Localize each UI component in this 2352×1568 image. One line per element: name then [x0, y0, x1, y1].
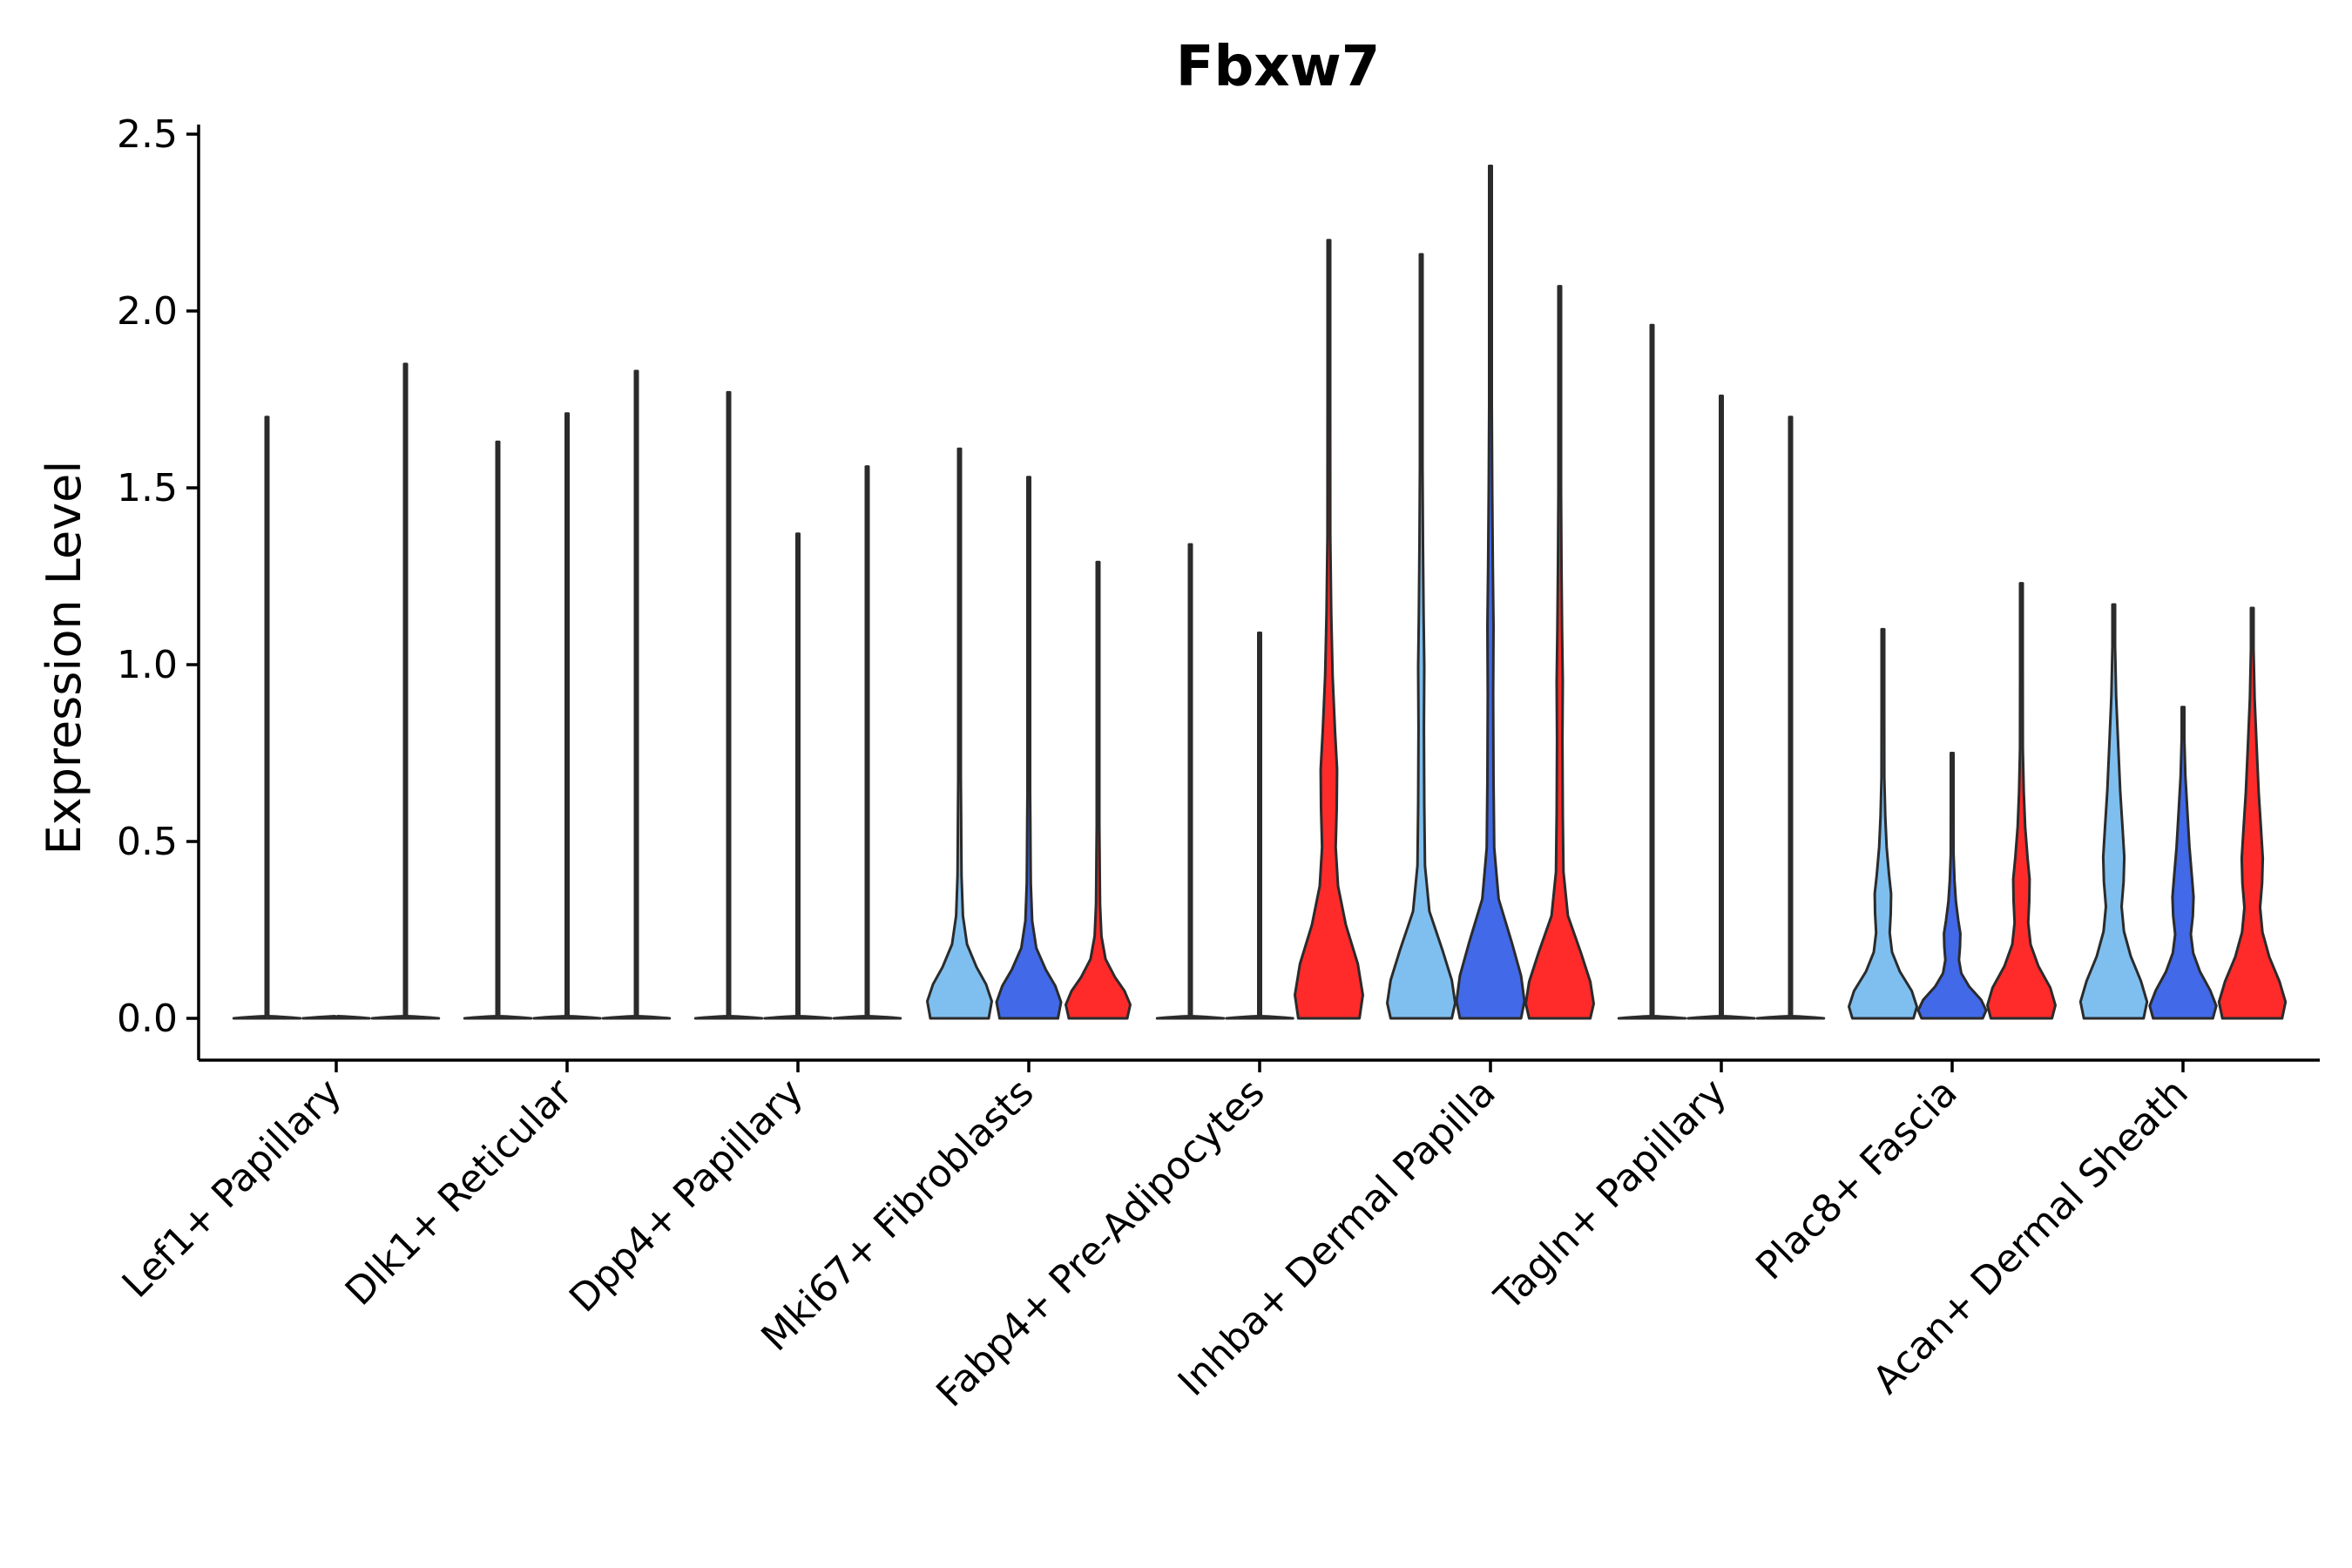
x-tick-label: Lef1+ Papillary [114, 1071, 350, 1307]
y-tick-label: 0.5 [117, 820, 178, 864]
violin-1-2 [301, 1015, 371, 1020]
x-tick-label: Dlk1+ Reticular [337, 1070, 582, 1315]
y-tick-label: 1.0 [117, 643, 178, 687]
x-tick-label: Plac8+ Fascia [1747, 1071, 1966, 1289]
y-axis: 0.0 0.5 1.0 1.5 2.0 2.5 [117, 112, 200, 1060]
violin-2-1 [463, 440, 533, 1020]
violin-7-2 [1686, 394, 1756, 1020]
violin-9-2 [2148, 706, 2218, 1020]
violin-6-1 [1386, 253, 1456, 1020]
violin-2-2 [532, 412, 602, 1020]
y-tick-label: 0.0 [117, 997, 178, 1041]
violin-3-3 [832, 465, 902, 1020]
violin-8-1 [1848, 627, 1918, 1020]
y-tick-label: 2.5 [117, 112, 178, 157]
violin-4-1 [926, 447, 993, 1020]
violin-2-3 [601, 369, 672, 1020]
violin-5-1 [1155, 543, 1226, 1020]
violin-5-2 [1225, 631, 1294, 1020]
violins-layer [232, 165, 2288, 1020]
violin-3-2 [763, 532, 833, 1020]
y-axis-label: Expression Level [37, 461, 91, 855]
x-tick-label: Dpp4+ Papillary [561, 1071, 812, 1321]
x-tick-label: Tagln+ Papillary [1486, 1071, 1735, 1320]
violin-7-3 [1755, 416, 1826, 1020]
chart-title: Fbxw7 [1176, 35, 1380, 99]
violin-6-3 [1524, 285, 1595, 1020]
violin-4-2 [995, 476, 1063, 1020]
violin-8-2 [1916, 752, 1988, 1020]
violin-5-3 [1294, 239, 1364, 1020]
violin-4-3 [1064, 560, 1132, 1020]
y-tick-label: 2.0 [117, 289, 178, 334]
violin-1-3 [370, 362, 441, 1020]
violin-9-1 [2078, 603, 2149, 1020]
violin-7-1 [1617, 323, 1687, 1020]
violin-6-2 [1455, 165, 1526, 1020]
violin-3-1 [693, 390, 764, 1020]
violin-1-1 [232, 416, 302, 1020]
violin-8-3 [1986, 582, 2057, 1020]
y-tick-label: 1.5 [117, 466, 178, 510]
violin-9-3 [2217, 606, 2288, 1020]
